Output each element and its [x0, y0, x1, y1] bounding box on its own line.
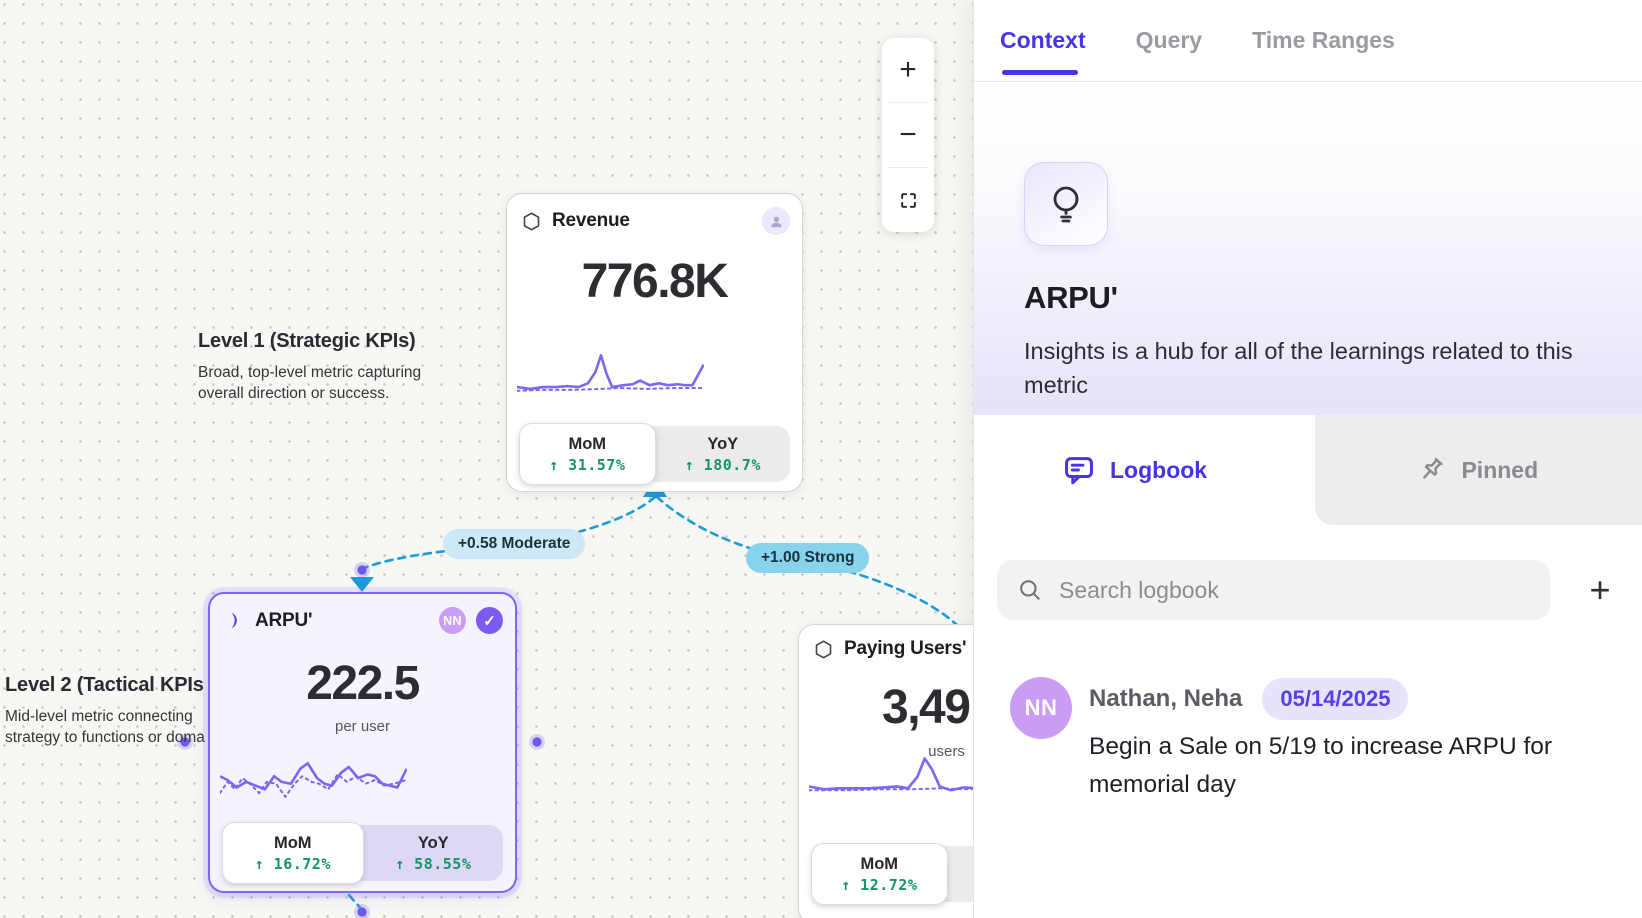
revenue-sparkline — [517, 346, 704, 402]
tab-pinned[interactable]: Pinned — [1315, 415, 1642, 525]
collaborator-badge: NN — [439, 607, 466, 634]
arpu-mom-toggle[interactable]: MoM ↑ 16.72% — [222, 822, 364, 884]
yoy-label: YoY — [707, 434, 739, 453]
logbook-chat-icon — [1065, 457, 1093, 485]
zoom-in-button[interactable]: + — [882, 38, 934, 102]
verified-badge-icon: ✓ — [476, 607, 503, 634]
revenue-yoy-toggle[interactable]: YoY ↑ 180.7% — [656, 426, 791, 482]
paying-users-unit: users — [928, 743, 965, 760]
tab-logbook[interactable]: Logbook — [974, 415, 1315, 525]
entry-note-text: Begin a Sale on 5/19 to increase ARPU fo… — [1089, 733, 1553, 798]
toolbar-divider — [888, 102, 928, 103]
arrowhead-into-arpu — [350, 577, 374, 592]
crescent-moon-icon — [231, 612, 237, 629]
mom-change: ↑ 16.72% — [254, 854, 331, 873]
annotation-level-1: Level 1 (Strategic KPIs) Broad, top-leve… — [198, 330, 443, 404]
paying-users-trends: MoM ↑ 12.72% — [811, 843, 974, 905]
search-icon — [1020, 580, 1040, 600]
annotation-level-1-description: Broad, top-level metric capturing overal… — [198, 364, 422, 402]
mom-label: MoM — [568, 434, 607, 453]
logbook-entry[interactable]: NN Nathan, Neha 05/14/2025 Begin a Sale … — [974, 677, 1642, 804]
entry-body: Nathan, Neha 05/14/2025 Begin a Sale on … — [1089, 677, 1594, 804]
fit-view-icon — [900, 192, 916, 208]
arpu-sparkline — [220, 752, 407, 808]
mom-change: ↑ 12.72% — [841, 875, 918, 894]
panel-tab-bar: Context Query Time Ranges — [974, 0, 1642, 82]
logbook-search-box[interactable] — [997, 560, 1550, 620]
arpu-trends: MoM ↑ 16.72% YoY ↑ 58.55% — [222, 822, 504, 884]
annotation-level-2-title: Level 2 (Tactical KPIs — [5, 674, 204, 696]
yoy-label: YoY — [417, 833, 449, 852]
pinned-tab-label: Pinned — [1461, 456, 1539, 483]
add-logbook-entry-button[interactable]: + — [1578, 568, 1622, 612]
arpu-card-header: ARPU' NN ✓ — [224, 607, 503, 634]
revenue-mom-toggle[interactable]: MoM ↑ 31.57% — [519, 423, 656, 485]
yoy-change: ↑ 58.55% — [395, 854, 472, 873]
entry-date-badge: 05/14/2025 — [1262, 678, 1409, 720]
annotation-level-2: Level 2 (Tactical KPIs Mid-level metric … — [5, 674, 220, 748]
metric-tree-canvas[interactable]: Level 1 (Strategic KPIs) Broad, top-leve… — [0, 0, 973, 918]
tab-context[interactable]: Context — [1000, 0, 1086, 81]
paying-users-card-header: Paying Users' — [813, 638, 973, 660]
revenue-card-header: Revenue — [521, 207, 790, 235]
paying-users-card-title: Paying Users' — [844, 638, 967, 659]
entry-meta-row: Nathan, Neha 05/14/2025 — [1089, 677, 1594, 721]
metric-card-revenue[interactable]: Revenue 776.8K MoM ↑ 31.57% — [506, 193, 803, 492]
logbook-tab-label: Logbook — [1110, 456, 1208, 483]
logbook-search-row: + — [974, 560, 1642, 620]
insights-icon-tile — [1024, 162, 1108, 246]
lightbulb-icon — [1053, 186, 1079, 223]
metric-detail-panel: Context Query Time Ranges ARPU' Insights… — [973, 0, 1642, 918]
tab-query[interactable]: Query — [1135, 27, 1203, 53]
edge-arpu-down — [347, 893, 364, 912]
mom-label: MoM — [273, 833, 312, 852]
edge-label-moderate[interactable]: +0.58 Moderate — [443, 529, 586, 559]
search-logbook-input[interactable] — [1059, 576, 1530, 604]
hexagon-metric-icon — [523, 211, 540, 231]
toolbar-divider — [888, 167, 928, 168]
revenue-trends: MoM ↑ 31.57% YoY ↑ 180.7% — [519, 423, 791, 485]
mom-label: MoM — [860, 854, 899, 873]
annotation-level-2-description: Mid-level metric connecting strategy to … — [5, 708, 205, 746]
paying-users-sparkline — [809, 751, 973, 807]
arpu-value: 222.5 — [306, 657, 420, 710]
mom-change: ↑ 31.57% — [549, 455, 626, 474]
zoom-out-button[interactable]: − — [882, 103, 934, 167]
fit-view-button[interactable] — [882, 168, 934, 232]
revenue-value: 776.8K — [581, 255, 729, 308]
metric-title: ARPU' — [1024, 280, 1118, 315]
arpu-card-title: ARPU' — [255, 609, 313, 631]
arpu-yoy-toggle[interactable]: YoY ↑ 58.55% — [364, 825, 504, 881]
entry-author-name: Nathan, Neha — [1089, 685, 1243, 712]
annotation-level-1-title: Level 1 (Strategic KPIs) — [198, 330, 416, 352]
entry-author-avatar: NN — [1010, 677, 1072, 739]
owner-avatar — [762, 207, 790, 235]
metric-card-arpu[interactable]: ARPU' NN ✓ 222.5 per user MoM ↑ 16.72% Y… — [208, 592, 517, 893]
logbook-pinned-tabs: Logbook Pinned — [974, 415, 1642, 525]
pin-icon — [1423, 457, 1444, 479]
metric-description: Insights is a hub for all of the learnin… — [1024, 338, 1573, 398]
paying-users-mom-toggle[interactable]: MoM ↑ 12.72% — [811, 843, 948, 905]
paying-users-value: 3,49 — [882, 681, 971, 734]
metric-hero-section: ARPU' Insights is a hub for all of the l… — [974, 82, 1642, 415]
metric-card-paying-users[interactable]: Paying Users' 3,49 users MoM ↑ 12.72% — [798, 624, 973, 918]
yoy-change: ↑ 180.7% — [684, 455, 761, 474]
arpu-unit: per user — [334, 718, 391, 735]
hexagon-metric-icon — [815, 639, 832, 659]
person-icon — [770, 216, 782, 227]
tab-time-ranges[interactable]: Time Ranges — [1252, 27, 1395, 53]
canvas-zoom-toolbar: + − — [882, 38, 934, 232]
revenue-card-title: Revenue — [552, 210, 630, 231]
edge-label-strong[interactable]: +1.00 Strong — [746, 543, 870, 573]
paying-users-yoy-toggle[interactable] — [948, 846, 974, 902]
